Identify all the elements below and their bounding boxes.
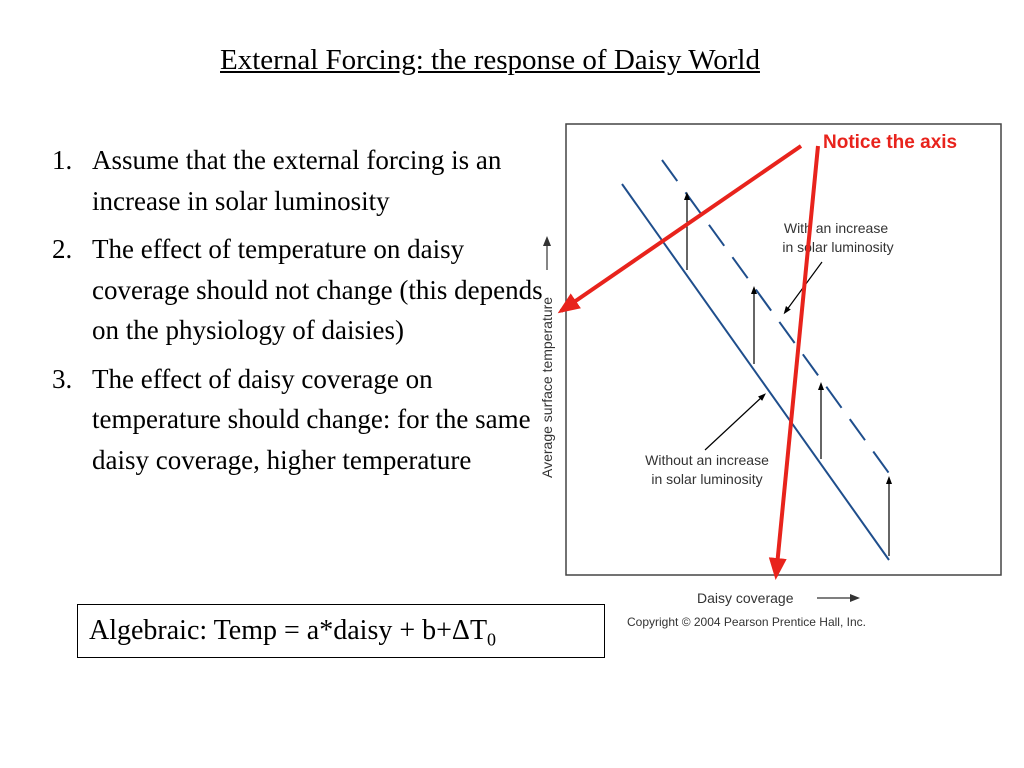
red-arrow-icon — [768, 145, 820, 580]
slide-title: External Forcing: the response of Daisy … — [220, 44, 760, 76]
item-text: Assume that the external forcing is an i… — [92, 145, 502, 216]
formula-subscript: 0 — [487, 629, 497, 650]
y-axis-label: Average surface temperature — [539, 297, 555, 478]
notice-axis-annotation: Notice the axis — [823, 132, 957, 153]
item-number: 3. — [52, 363, 73, 394]
formula-box: Algebraic: Temp = a*daisy + b+ΔT0 — [77, 604, 605, 658]
formula-prefix: Algebraic: Temp = a*daisy + b+ — [89, 615, 452, 646]
label-without-increase-line2: in solar luminosity — [651, 471, 762, 487]
y-axis-arrowhead-icon — [543, 236, 551, 246]
list-item: 2. The effect of temperature on daisy cov… — [52, 229, 552, 351]
item-text: The effect of temperature on daisy cover… — [92, 234, 543, 345]
points-list: 1. Assume that the external forcing is an… — [52, 140, 552, 488]
item-number: 2. — [52, 234, 73, 264]
item-text: The effect of daisy coverage on temperat… — [92, 363, 531, 475]
red-arrow-icon — [557, 144, 803, 314]
line-without-increase — [621, 183, 890, 561]
label-with-increase-line1: With an increase — [784, 220, 888, 236]
list-item: 1. Assume that the external forcing is an… — [52, 140, 552, 221]
formula-variable: T — [469, 615, 488, 646]
delta-symbol: Δ — [451, 615, 470, 646]
list-item: 3. The effect of daisy coverage on temper… — [52, 359, 552, 481]
label-without-increase-line1: Without an increase — [645, 452, 769, 468]
line-with-increase — [661, 159, 892, 477]
copyright-text: Copyright © 2004 Pearson Prentice Hall, … — [627, 615, 866, 629]
pointer-arrow-icon — [704, 393, 766, 451]
x-axis-arrowhead-icon — [850, 594, 860, 602]
item-number: 1. — [52, 145, 73, 175]
label-with-increase-line2: in solar luminosity — [782, 239, 893, 255]
x-axis-label: Daisy coverage — [697, 590, 794, 606]
